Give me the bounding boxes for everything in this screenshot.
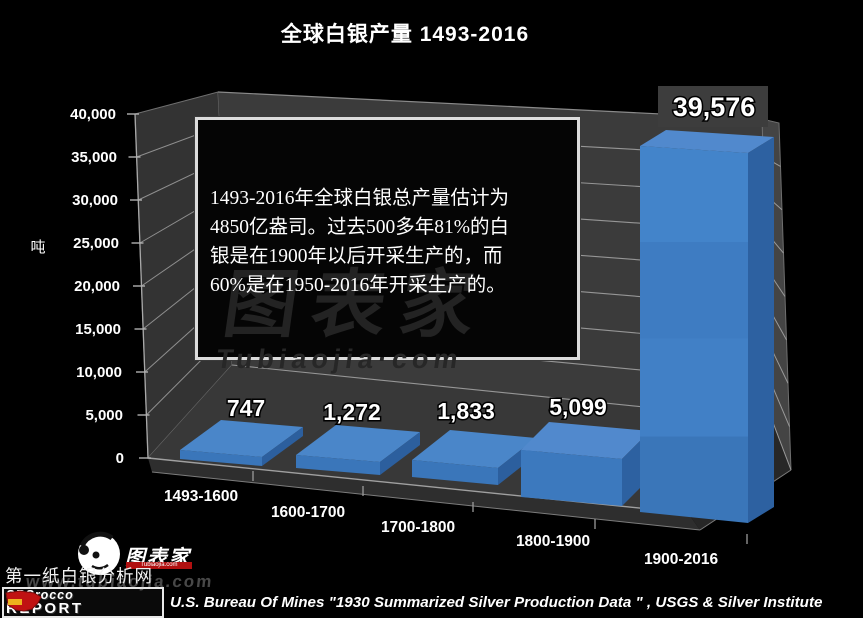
srs-map-icon [5,590,42,612]
bar-1800-1900 [521,422,650,506]
site-name: 第一纸白银分析网 [5,566,153,586]
bar-1900-2016 [640,130,774,523]
category-label: 1600-1700 [271,504,345,521]
logo-headphone-band [79,531,114,548]
bar-front-face [180,450,262,466]
bar-top-face [180,420,303,457]
logo-eye [92,551,100,559]
y-tick-label: 15,000 [75,321,121,338]
category-label: 1700-1800 [381,519,455,536]
y-tick-label: 30,000 [72,192,118,209]
bar-top-face [640,130,774,153]
annotation-line: 1493-2016年全球白银总产量估计为 [210,188,509,209]
bar-top-face [412,430,536,468]
annotation-line: 银是在1900年以后开采生产的，而 [210,246,503,267]
bar-side-face [380,432,420,475]
chart-title: 全球白银产量 1493-2016 [280,23,530,46]
y-tick-label: 0 [116,450,124,467]
category-label: 1900-2016 [644,551,719,568]
y-axis-title: 吨 [30,239,45,256]
bar-front-face [521,450,622,506]
bars [180,130,774,523]
bar-front-face [640,146,748,523]
bar-1493-1600 [180,420,303,466]
watermark-en: Tubiaojia·com [214,344,465,374]
bar-1600-1700 [296,425,420,475]
srsrocco-report-badge: SRSrocco REPORT [2,587,164,618]
bar-side-face [262,427,303,466]
logo-ear-muff [79,545,89,555]
y-tick-label: 20,000 [74,278,120,295]
bar-top-face [296,425,420,462]
tubiaojia-logo-subtext: Tubiaojia.com [126,562,192,569]
y-tick-label: 35,000 [71,149,117,166]
bar-1700-1800 [412,430,536,485]
annotation-line: 4850亿盎司。过去500多年81%的白 [210,217,509,238]
data-label: 39,576 [673,92,756,122]
logo-mouth [91,563,109,570]
category-ticks [252,471,748,544]
y-tick-label: 25,000 [73,235,119,252]
y-tick-label: 40,000 [70,106,116,123]
category-label: 1800-1900 [516,533,590,550]
data-label: 5,099 [549,394,607,420]
data-label: 1,272 [323,399,381,425]
annotation-text: 1493-2016年全球白银总产量估计为 4850亿盎司。过去500多年81%的… [210,184,566,300]
y-tick-labels: 0 5,000 10,000 15,000 20,000 25,000 30,0… [70,106,124,467]
map-detail [8,599,22,605]
source-citation: U.S. Bureau Of Mines "1930 Summarized Si… [170,594,823,611]
tubiaojia-logo-icon [78,531,120,575]
bar-front-face [296,455,380,475]
annotation-box: 图表家 Tubiaojia·com 1493-2016年全球白银总产量估计为 4… [195,117,580,374]
gridline [771,419,792,471]
data-label: 747 [227,395,265,421]
y-tick-label: 10,000 [76,364,122,381]
annotation-line: 60%是在1950-2016年开采生产的。 [210,275,506,296]
bar-side-face [748,137,774,523]
y-tick-label: 5,000 [85,407,123,424]
us-map-shape [5,590,42,612]
bar-top-face [521,422,650,459]
floor-slab-front [148,458,700,530]
category-label: 1493-1600 [164,488,238,505]
data-label: 1,833 [437,398,495,424]
data-label-box [658,86,768,127]
category-axis-line [151,471,701,531]
url-watermark: www.tubiaojia.com [25,572,215,591]
category-labels: 1493-1600 1600-1700 1700-1800 1800-1900 … [164,488,719,568]
bar-front-face [412,460,498,485]
y-axis-ticks [127,113,151,459]
